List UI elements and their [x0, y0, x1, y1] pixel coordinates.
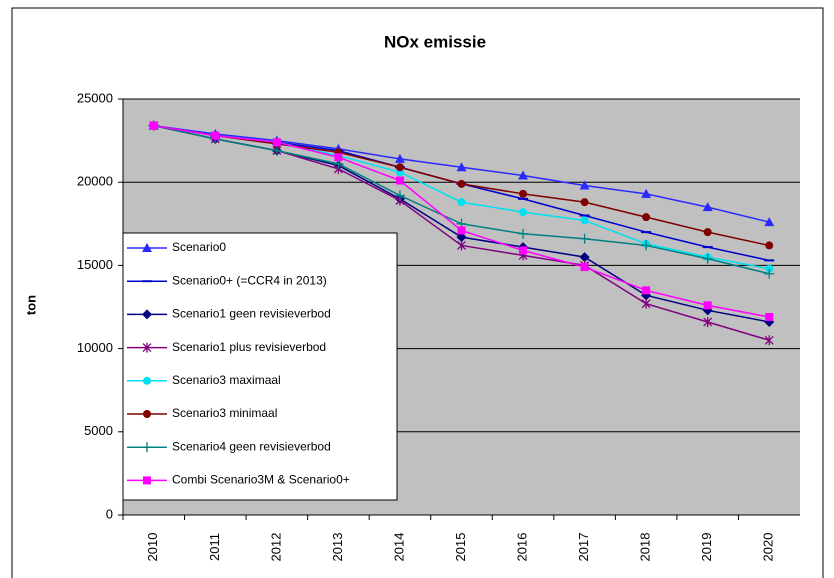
x-tick-label: 2011 — [207, 533, 222, 561]
marker — [143, 376, 151, 385]
x-tick-label: 2015 — [453, 533, 468, 562]
marker — [142, 243, 152, 252]
marker — [702, 253, 713, 264]
marker — [519, 246, 528, 255]
marker — [143, 410, 151, 418]
x-tick-label: 2017 — [576, 533, 591, 562]
marker — [395, 176, 404, 185]
chart-title: NOx emissie — [384, 32, 486, 51]
x-tick-label: 2016 — [514, 533, 529, 562]
marker — [456, 232, 467, 243]
y-tick-label: 5000 — [84, 423, 113, 438]
x-tick-label: 2013 — [330, 533, 345, 562]
x-tick-label: 2012 — [268, 533, 283, 562]
marker — [272, 138, 281, 147]
legend-label: Scenario0+ (=CCR4 in 2013) — [172, 273, 327, 287]
marker — [579, 180, 590, 190]
x-tick-label: 2019 — [699, 533, 714, 562]
marker — [271, 145, 282, 156]
marker — [394, 190, 405, 201]
legend-label: Scenario3 minimaal — [172, 406, 277, 420]
marker — [641, 298, 651, 309]
marker — [142, 442, 152, 453]
legend-label: Scenario4 geen revisieverbod — [172, 439, 331, 453]
y-tick-label: 20000 — [77, 174, 113, 189]
marker — [149, 121, 158, 130]
legend-label: Combi Scenario3M & Scenario0+ — [172, 473, 350, 487]
marker — [580, 263, 589, 272]
legend-label: Scenario1 geen revisieverbod — [172, 307, 331, 321]
marker — [518, 228, 529, 239]
marker — [211, 131, 220, 140]
y-tick-label: 25000 — [77, 90, 113, 105]
legend-label: Scenario1 plus revisieverbod — [172, 340, 326, 354]
marker — [765, 312, 774, 321]
marker — [642, 213, 651, 222]
marker — [765, 241, 774, 250]
marker — [142, 309, 152, 320]
marker — [518, 170, 529, 180]
marker — [457, 179, 466, 188]
marker — [580, 216, 589, 225]
y-tick-label: 0 — [106, 506, 113, 521]
marker — [703, 301, 712, 310]
legend-label: Scenario0 — [172, 240, 226, 254]
series — [148, 120, 775, 346]
marker — [579, 233, 590, 244]
x-tick-label: 2014 — [391, 533, 406, 562]
x-tick-label: 2018 — [638, 533, 653, 562]
marker — [143, 476, 151, 485]
marker — [764, 268, 775, 279]
marker — [395, 163, 404, 172]
x-tick-label: 2010 — [145, 533, 160, 562]
marker — [764, 217, 775, 227]
marker — [642, 286, 651, 295]
marker — [519, 189, 528, 198]
marker — [457, 240, 466, 251]
marker — [394, 153, 405, 163]
marker — [456, 162, 467, 172]
marker — [334, 153, 343, 162]
y-axis-label: ton — [23, 295, 38, 315]
marker — [142, 342, 152, 353]
y-tick-label: 10000 — [77, 340, 113, 355]
marker — [580, 198, 589, 207]
marker — [457, 226, 466, 235]
y-tick-label: 15000 — [77, 257, 113, 272]
marker — [641, 188, 652, 198]
marker — [579, 252, 590, 263]
legend-entries: Scenario0 Scenario0+ (=CCR4 in 2013) Scena… — [127, 240, 350, 487]
legend — [122, 232, 398, 501]
marker — [519, 208, 528, 217]
marker — [703, 228, 712, 237]
marker — [457, 198, 466, 207]
legend-label: Scenario3 maximaal — [172, 373, 281, 387]
x-tick-label: 2020 — [761, 533, 776, 562]
marker — [641, 240, 652, 251]
marker — [702, 202, 713, 212]
marker — [703, 316, 713, 327]
marker — [764, 335, 774, 346]
